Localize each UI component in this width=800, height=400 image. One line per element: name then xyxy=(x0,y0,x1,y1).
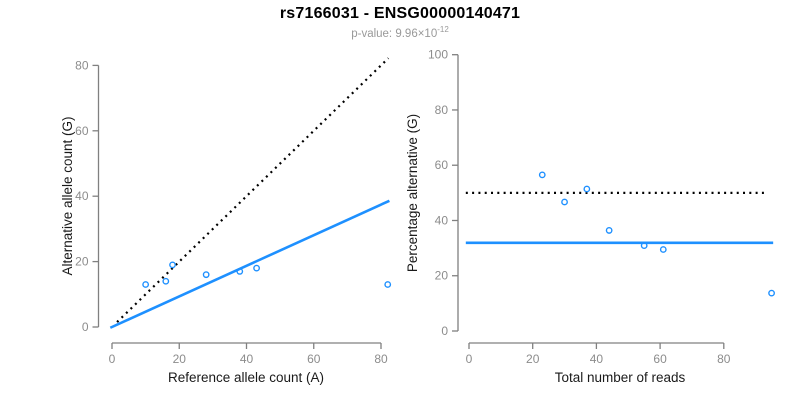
x-tick-label: 20 xyxy=(173,352,187,366)
p-value-text: p-value: 9.96×10 xyxy=(351,27,438,40)
data-point xyxy=(202,271,210,279)
y-tick-label: 80 xyxy=(435,103,449,117)
data-point xyxy=(768,289,775,297)
x-tick-label: 20 xyxy=(526,352,540,366)
data-point xyxy=(538,171,546,179)
y-tick-label: 60 xyxy=(75,124,89,138)
x-axis-label-left: Reference allele count (A) xyxy=(168,370,324,385)
x-tick-label: 80 xyxy=(717,352,731,366)
x-tick-label: 60 xyxy=(653,352,667,366)
data-point xyxy=(605,227,613,234)
y-tick-label: 40 xyxy=(75,189,89,203)
y-axis-label-right: Percentage alternative (G) xyxy=(405,114,420,272)
data-point xyxy=(640,242,648,250)
x-axis-label-right: Total number of reads xyxy=(555,370,686,385)
data-point xyxy=(561,198,568,206)
y-tick-label: 60 xyxy=(435,158,449,172)
y-tick-label: 0 xyxy=(82,320,89,334)
x-tick-label: 40 xyxy=(590,352,604,366)
data-point xyxy=(659,246,667,253)
data-point xyxy=(236,268,244,275)
x-tick-label: 0 xyxy=(109,352,116,366)
y-tick-label: 20 xyxy=(435,269,449,283)
identity-line xyxy=(116,57,390,323)
data-point xyxy=(162,277,170,285)
data-point xyxy=(253,264,260,272)
figure-title: rs7166031 - ENSG00000140471 xyxy=(279,5,521,22)
data-point xyxy=(583,185,591,193)
allele-count-scatter-plot: Reference allele count (A) Alternative a… xyxy=(60,57,392,385)
x-tick-label: 0 xyxy=(466,352,473,366)
y-tick-label: 100 xyxy=(428,48,448,62)
data-point xyxy=(169,261,176,269)
data-point xyxy=(142,281,150,288)
data-point xyxy=(384,281,392,288)
figure-subtitle: p-value: 9.96×10-12 xyxy=(0,25,800,40)
x-tick-label: 40 xyxy=(240,352,254,366)
p-value-exponent: -12 xyxy=(437,25,449,34)
y-tick-label: 20 xyxy=(75,255,89,269)
fit-line xyxy=(109,199,390,329)
y-tick-label: 0 xyxy=(441,324,448,338)
y-tick-label: 40 xyxy=(435,213,449,227)
y-axis-label-left: Alternative allele count (G) xyxy=(60,116,75,275)
percentage-scatter-plot: Total number of reads Percentage alterna… xyxy=(405,48,775,385)
y-tick-label: 80 xyxy=(75,58,89,72)
x-tick-label: 60 xyxy=(307,352,321,366)
x-tick-label: 80 xyxy=(374,352,388,366)
